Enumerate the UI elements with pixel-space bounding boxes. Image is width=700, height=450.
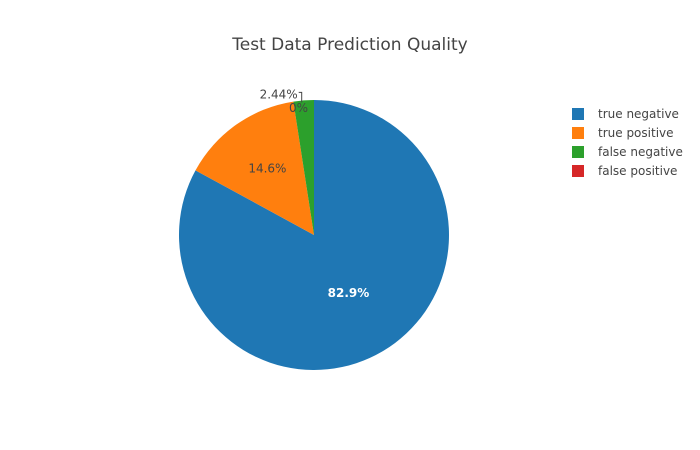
legend-swatch <box>572 146 584 158</box>
label-leader-line <box>298 91 303 103</box>
slice-percent-label: 82.9% <box>328 286 370 300</box>
legend-item-true-positive[interactable]: true positive <box>572 126 674 140</box>
legend-item-false-positive[interactable]: false positive <box>572 164 677 178</box>
legend-item-true-negative[interactable]: true negative <box>572 107 679 121</box>
pie-slices <box>178 100 449 370</box>
slice-percent-label: 2.44% <box>260 87 298 101</box>
legend: true negative true positive false negative… <box>572 107 683 178</box>
slice-percent-label: 0% <box>289 101 308 115</box>
legend-swatch <box>572 108 584 120</box>
legend-label: false positive <box>598 164 677 178</box>
pie-slice-false-negative[interactable] <box>293 100 314 235</box>
legend-label: true positive <box>598 126 674 140</box>
chart-title: Test Data Prediction Quality <box>231 35 467 55</box>
legend-swatch <box>572 127 584 139</box>
legend-label: true negative <box>598 107 679 121</box>
legend-item-false-negative[interactable]: false negative <box>572 145 683 159</box>
pie-slice-true-positive[interactable] <box>195 101 314 235</box>
pie-labels: 82.9% 14.6% 2.44%0% <box>248 87 369 300</box>
slice-percent-label: 14.6% <box>248 162 286 176</box>
legend-label: false negative <box>598 145 683 159</box>
legend-swatch <box>572 165 584 177</box>
pie-slice-true-negative[interactable] <box>178 100 449 370</box>
